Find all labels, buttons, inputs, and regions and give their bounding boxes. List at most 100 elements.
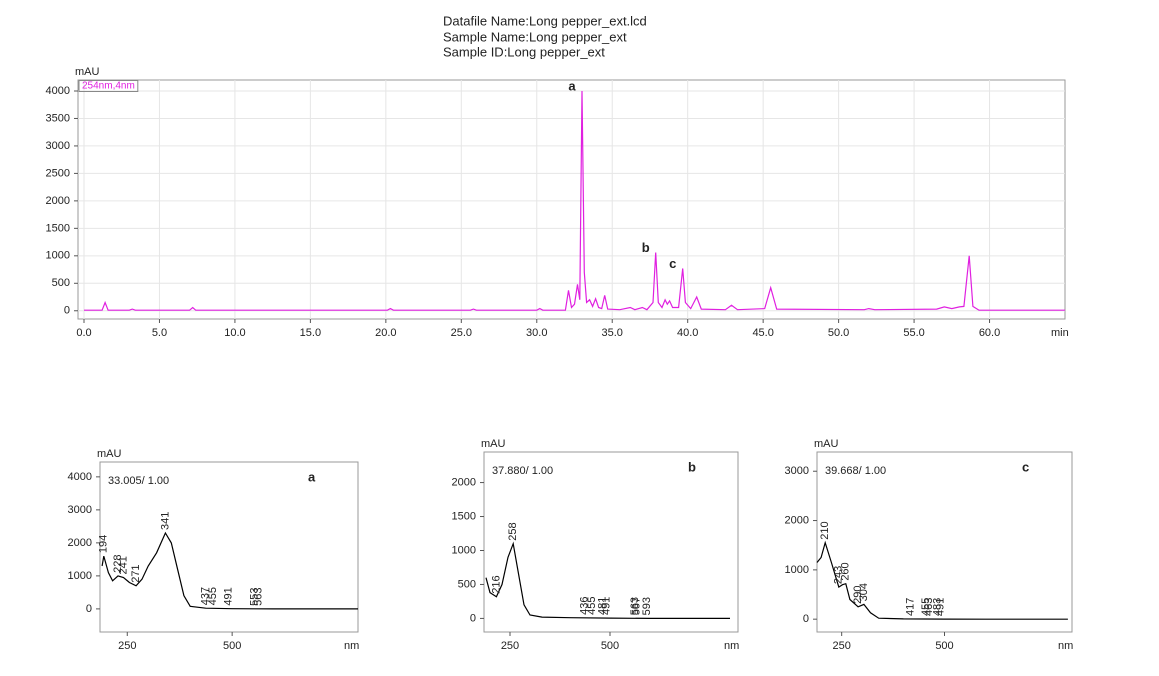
y-tick-label: 0	[803, 613, 809, 625]
y-tick-label: 1500	[46, 222, 70, 234]
y-tick-label: 0	[86, 603, 92, 615]
peak-wavelength: 241	[117, 556, 129, 574]
peak-wavelength: 491	[600, 597, 612, 615]
y-tick-label: 3000	[785, 465, 809, 477]
peak-wavelength: 491	[935, 598, 947, 616]
peak-wavelength: 563	[629, 597, 641, 615]
data-line	[485, 541, 730, 619]
plot-frame	[99, 461, 359, 633]
plot-frame	[77, 79, 1066, 320]
peak-wavelength: 271	[130, 564, 142, 582]
x-tick-label: 45.0	[752, 327, 773, 339]
header-line: Sample ID:Long pepper_ext	[443, 44, 605, 59]
peak-wavelength: 567	[631, 597, 643, 615]
peak-wavelength: 194	[98, 535, 110, 553]
peak-wavelength: 481	[596, 597, 608, 615]
peak-wavelength: 243	[833, 566, 845, 584]
y-tick-label: 4000	[46, 85, 70, 97]
peak-wavelength: 593	[641, 597, 653, 615]
y-tick-label: 2500	[46, 167, 70, 179]
x-tick-label: 25.0	[451, 327, 472, 339]
peak-wavelength: 455	[920, 598, 932, 616]
data-line	[84, 90, 1065, 311]
y-tick-label: 500	[52, 277, 70, 289]
x-tick-label: 30.0	[526, 327, 547, 339]
x-tick-label: 10.0	[224, 327, 245, 339]
y-axis-label: mAU	[75, 66, 100, 78]
y-tick-label: 2000	[785, 514, 809, 526]
y-tick-label: 2000	[46, 195, 70, 207]
peak-annotation: c	[669, 256, 676, 271]
x-tick-label: 250	[501, 640, 519, 652]
y-tick-label: 3500	[46, 112, 70, 124]
peak-annotation: a	[568, 78, 576, 93]
y-axis-label: mAU	[814, 438, 839, 450]
plot-frame	[483, 451, 739, 633]
peak-wavelength: 455	[207, 587, 219, 605]
peak-wavelength: 258	[507, 522, 519, 540]
peak-wavelength: 436	[578, 596, 590, 614]
y-tick-label: 1000	[452, 544, 476, 556]
x-axis-label: min	[1051, 327, 1069, 339]
peak-wavelength: 304	[858, 583, 870, 601]
spectrum-label: c	[1022, 459, 1029, 474]
peak-wavelength: 417	[904, 598, 916, 616]
peak-wavelength: 455	[586, 597, 598, 615]
y-tick-label: 2000	[68, 537, 92, 549]
spectrum-label: a	[308, 469, 316, 484]
x-tick-label: 500	[935, 640, 953, 652]
x-tick-label: 60.0	[979, 327, 1000, 339]
peak-wavelength: 216	[490, 575, 502, 593]
data-line	[101, 531, 358, 610]
spectrum-subtitle: 33.005/ 1.00	[108, 475, 169, 487]
peak-wavelength: 341	[159, 512, 171, 530]
spectrum-subtitle: 37.880/ 1.00	[492, 465, 553, 477]
x-tick-label: 250	[118, 640, 136, 652]
peak-wavelength: 210	[819, 521, 831, 539]
x-tick-label: 35.0	[602, 327, 623, 339]
data-line	[816, 540, 1068, 620]
y-tick-label: 3000	[68, 504, 92, 516]
peak-wavelength: 553	[248, 587, 260, 605]
y-tick-label: 4000	[68, 471, 92, 483]
y-tick-label: 1000	[785, 564, 809, 576]
peak-wavelength: 491	[222, 587, 234, 605]
peak-annotation: b	[642, 240, 650, 255]
y-tick-label: 3000	[46, 140, 70, 152]
header-line: Sample Name:Long pepper_ext	[443, 29, 627, 44]
peak-wavelength: 260	[840, 562, 852, 580]
x-tick-label: 40.0	[677, 327, 698, 339]
x-tick-label: 20.0	[375, 327, 396, 339]
y-tick-label: 1500	[452, 510, 476, 522]
x-tick-label: 55.0	[903, 327, 924, 339]
y-tick-label: 2000	[452, 476, 476, 488]
y-tick-label: 500	[458, 578, 476, 590]
x-tick-label: 500	[223, 640, 241, 652]
x-tick-label: 0.0	[76, 327, 91, 339]
x-tick-label: 50.0	[828, 327, 849, 339]
x-axis-label: nm	[1058, 640, 1073, 652]
peak-wavelength: 437	[200, 587, 212, 605]
spectrum-subtitle: 39.668/ 1.00	[825, 465, 886, 477]
header-line: Datafile Name:Long pepper_ext.lcd	[443, 13, 647, 28]
y-tick-label: 0	[64, 305, 70, 317]
peak-wavelength: 228	[112, 555, 124, 573]
x-tick-label: 5.0	[152, 327, 167, 339]
x-axis-label: nm	[724, 640, 739, 652]
spectrum-label: b	[688, 459, 696, 474]
y-axis-label: mAU	[97, 448, 122, 460]
peak-wavelength: 563	[252, 587, 264, 605]
x-tick-label: 15.0	[300, 327, 321, 339]
y-tick-label: 0	[470, 612, 476, 624]
legend-entry: 254nm,4nm	[82, 81, 135, 92]
y-tick-label: 1000	[46, 250, 70, 262]
peak-wavelength: 483	[931, 598, 943, 616]
peak-wavelength: 463	[923, 598, 935, 616]
x-tick-label: 500	[601, 640, 619, 652]
x-tick-label: 250	[832, 640, 850, 652]
legend-box	[78, 80, 139, 92]
y-axis-label: mAU	[481, 438, 506, 450]
x-axis-label: nm	[344, 640, 359, 652]
y-tick-label: 1000	[68, 570, 92, 582]
